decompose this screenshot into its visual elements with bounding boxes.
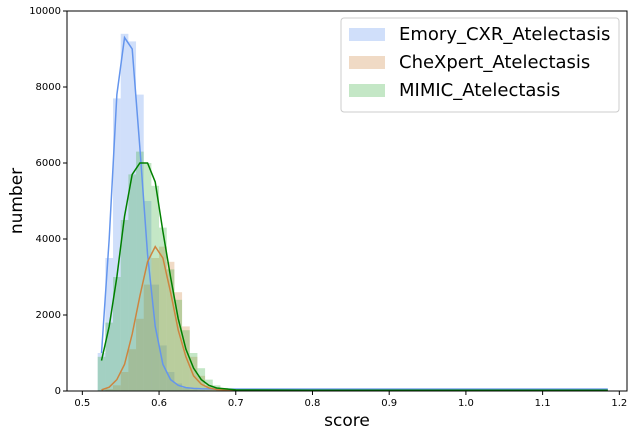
histogram-bar <box>182 330 190 391</box>
histogram-bar <box>159 246 167 391</box>
histogram-bar <box>105 322 114 391</box>
x-tick-label: 1.0 <box>458 398 474 409</box>
histogram-bar <box>166 261 175 391</box>
histogram-bar <box>128 349 137 391</box>
histogram-bar <box>189 389 198 391</box>
y-axis-label: number <box>7 168 27 234</box>
density-line <box>100 162 608 391</box>
histogram-bar <box>97 356 106 391</box>
legend-label: MIMIC_Atelectasis <box>399 80 560 101</box>
x-tick-label: 0.5 <box>74 398 90 409</box>
y-tick-label: 4000 <box>36 234 61 245</box>
legend-box <box>340 17 620 113</box>
histogram-bar <box>174 292 183 391</box>
histogram-bar <box>166 372 175 391</box>
histogram-bar <box>113 385 121 391</box>
histogram-bar <box>136 151 144 391</box>
histogram-bar <box>97 353 106 391</box>
histogram-bar <box>136 94 144 391</box>
histogram-bar <box>189 353 198 391</box>
x-tick-label: 0.9 <box>381 398 397 409</box>
x-tick-label: 1.2 <box>611 398 627 409</box>
histogram-bar <box>159 345 167 391</box>
histogram-bar <box>143 201 152 391</box>
histogram-bar <box>105 389 114 391</box>
density-line <box>100 35 608 390</box>
histogram-bar <box>151 185 160 391</box>
plot-frame <box>66 10 628 392</box>
x-tick-label: 0.6 <box>151 398 167 409</box>
histogram-bar <box>113 277 121 391</box>
histogram-bar <box>143 284 152 391</box>
histogram-bar <box>182 387 190 391</box>
y-tick-label: 8000 <box>36 82 61 93</box>
histogram-bar <box>174 299 183 391</box>
x-tick-label: 0.7 <box>228 398 244 409</box>
histogram-bar <box>113 98 121 392</box>
x-tick-label: 1.1 <box>535 398 551 409</box>
legend-label: CheXpert_Atelectasis <box>399 52 590 73</box>
x-axis-label: score <box>324 411 370 431</box>
legend-label: Emory_CXR_Atelectasis <box>399 24 610 45</box>
histogram-bar <box>136 318 144 391</box>
legend-swatch <box>349 28 385 41</box>
histogram-bar <box>159 227 167 391</box>
histogram-bar <box>151 284 160 391</box>
histogram-bar <box>128 174 137 391</box>
legend-swatch <box>349 84 385 97</box>
histogram-bar <box>174 383 183 391</box>
y-tick-label: 6000 <box>36 158 61 169</box>
histogram-bar <box>128 41 137 392</box>
histogram-bar <box>143 163 152 391</box>
histogram-bar <box>120 220 129 391</box>
histogram-bar <box>120 372 129 391</box>
legend-swatch <box>349 56 385 69</box>
y-tick-label: 2000 <box>36 310 61 321</box>
x-tick-label: 0.8 <box>305 398 321 409</box>
y-tick-label: 10000 <box>29 6 61 17</box>
y-tick-label: 0 <box>55 386 61 397</box>
histogram-bar <box>166 269 175 391</box>
